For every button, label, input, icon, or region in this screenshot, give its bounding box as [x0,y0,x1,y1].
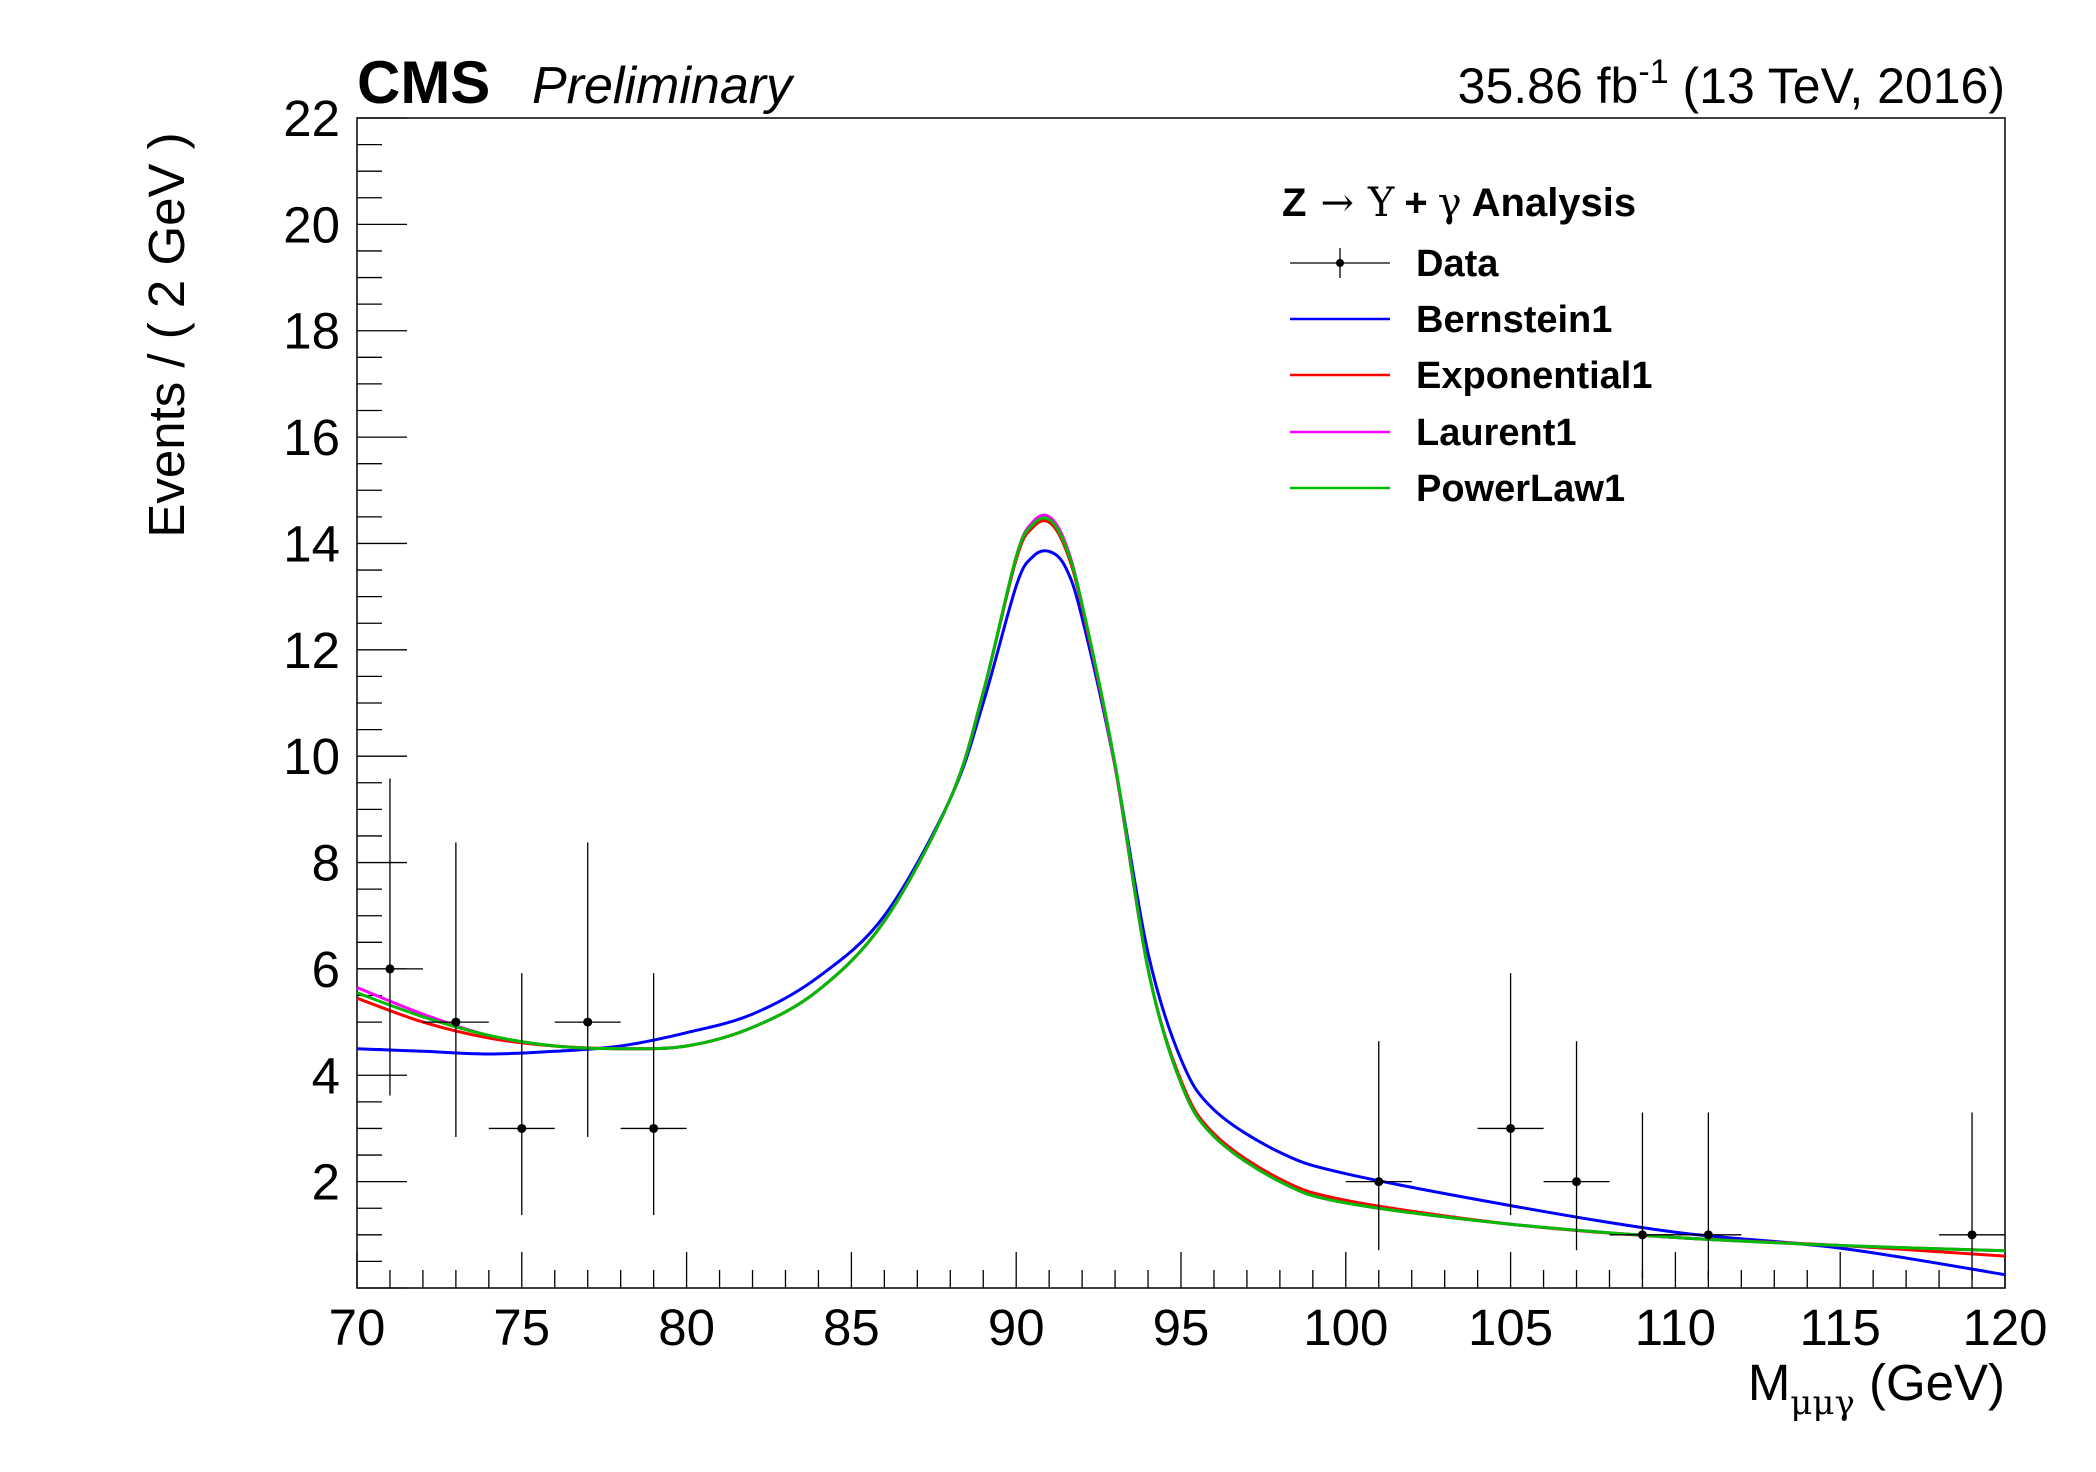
x-axis-title-main: M [1748,1354,1790,1411]
data-point [1939,1112,2005,1279]
fit-curve-bernstein1 [356,549,2006,1277]
legend-title-arrow: → [1320,180,1354,226]
y-tick-label: 10 [283,728,340,785]
legend: Z → Υ + γ Analysis Data Bernstein1 Exponentia… [1282,180,1653,510]
legend-label-powerlaw1: PowerLaw1 [1416,468,1625,510]
data-point-marker [1637,1230,1647,1240]
legend-title-boson: Z [1282,181,1306,225]
status-label: Preliminary [532,57,795,115]
data-point-marker [517,1123,527,1133]
legend-data-marker [1336,259,1344,267]
legend-entry-exponential1: Exponential1 [1290,355,1653,397]
data-point-marker [583,1017,593,1027]
legend-title-gamma: γ [1438,180,1462,226]
x-tick-label: 115 [1800,1299,1881,1356]
data-points [357,778,2005,1279]
fit-curves [356,513,2006,1277]
data-point-marker [385,964,395,974]
data-point-marker [649,1123,659,1133]
legend-label-bernstein1: Bernstein1 [1416,299,1612,341]
y-tick-label: 8 [312,835,340,892]
data-point-marker [1967,1230,1977,1240]
luminosity-suffix: (13 TeV, 2016) [1669,58,2005,114]
data-point [1543,1041,1610,1251]
x-tick-label: 120 [1962,1299,2047,1356]
y-axis-title: Events / ( 2 GeV ) [138,132,195,537]
legend-title-plus: + [1404,181,1427,225]
axis-tick-labels: 70 75 80 85 90 95 100 105 110 115 120 2 4 6 8 10 12 14 16 1… [283,90,2047,1356]
data-point [1675,1112,1742,1279]
x-axis-title-unit: (GeV) [1855,1354,2005,1411]
x-tick-label: 90 [988,1299,1045,1356]
experiment-label: CMS [357,49,490,116]
legend-title-text: Analysis [1472,181,1637,225]
data-point [1345,1041,1412,1251]
fit-curve-exponential1 [356,519,2006,1258]
x-axis-title: Mμμγ (GeV) [1748,1354,2005,1423]
luminosity-exponent: -1 [1638,53,1668,91]
legend-title: Z → Υ + γ Analysis [1282,180,1636,226]
luminosity-value: 35.86 fb [1458,58,1639,114]
x-tick-label: 85 [823,1299,880,1356]
legend-title-upsilon: Υ [1367,180,1395,226]
legend-entry-powerlaw1: PowerLaw1 [1290,468,1625,510]
data-point-marker [451,1017,461,1027]
x-tick-label: 70 [329,1299,386,1356]
fit-curve-laurent1 [356,513,2006,1253]
legend-entry-bernstein1: Bernstein1 [1290,299,1612,341]
data-point [488,973,555,1216]
data-point-marker [1572,1177,1582,1187]
x-tick-label: 75 [493,1299,550,1356]
y-tick-label: 2 [312,1154,340,1211]
x-tick-label: 110 [1635,1299,1716,1356]
fit-curve-powerlaw1 [356,516,2006,1253]
legend-label-laurent1: Laurent1 [1416,412,1576,454]
y-tick-label: 18 [283,303,340,360]
data-point-marker [1506,1123,1516,1133]
data-point-marker [1374,1177,1384,1187]
y-tick-label: 22 [283,90,340,147]
y-tick-label: 6 [312,941,340,998]
y-tick-label: 4 [312,1047,340,1104]
y-tick-label: 20 [283,196,340,253]
luminosity-label: 35.86 fb-1 (13 TeV, 2016) [1458,53,2005,114]
x-tick-label: 100 [1303,1299,1388,1356]
data-point [1609,1112,1676,1279]
data-point [620,973,687,1216]
data-point [1477,973,1544,1216]
y-tick-label: 14 [283,515,340,572]
legend-entry-data: Data [1290,243,1499,285]
data-point [422,842,489,1137]
y-tick-label: 16 [283,409,340,466]
axis-ticks [356,117,2006,1289]
data-point-marker [1703,1230,1713,1240]
x-axis-title-subscript: μμγ [1790,1383,1855,1423]
x-tick-label: 80 [658,1299,715,1356]
x-tick-label: 95 [1153,1299,1210,1356]
y-tick-label: 12 [283,622,340,679]
legend-label-exponential1: Exponential1 [1416,355,1653,397]
data-point [357,778,423,1096]
data-point [554,842,621,1137]
plot-frame [356,117,2006,1289]
legend-label-data: Data [1416,243,1499,285]
legend-entry-laurent1: Laurent1 [1290,412,1576,454]
x-tick-label: 105 [1468,1299,1553,1356]
